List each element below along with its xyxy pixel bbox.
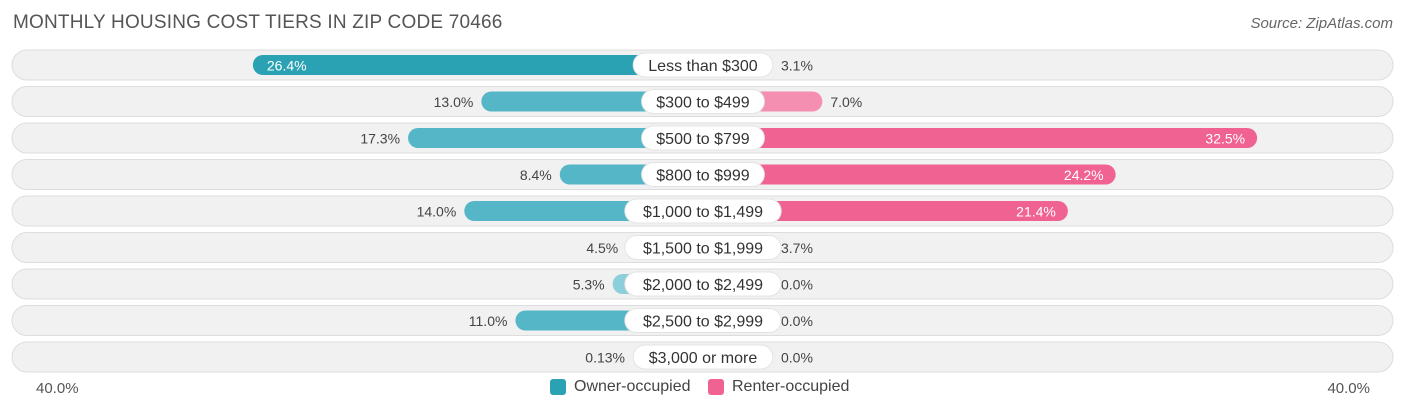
owner-value-label: 8.4%: [520, 167, 552, 183]
category-label-pill: [632, 344, 774, 370]
renter-bar: [703, 128, 1258, 148]
legend-renter: Renter-occupied: [708, 378, 849, 396]
owner-value-label: 17.3%: [360, 131, 400, 147]
renter-bar: [703, 201, 1068, 221]
owner-value-label: 5.3%: [573, 277, 605, 293]
renter-value-label: 21.4%: [1016, 204, 1056, 220]
category-label-pill: [624, 271, 782, 297]
renter-value-label: 3.7%: [781, 240, 813, 256]
category-label: $1,500 to $1,999: [643, 241, 763, 258]
owner-value-label: 4.5%: [586, 240, 618, 256]
axis-left-label: 40.0%: [36, 380, 79, 397]
legend-owner: Owner-occupied: [550, 378, 691, 396]
category-label-pill: [624, 198, 782, 224]
category-label-pill: [641, 89, 765, 114]
category-label-pill: [632, 52, 774, 78]
renter-value-label: 3.1%: [781, 58, 813, 74]
legend-renter-label: Renter-occupied: [732, 378, 850, 395]
owner-value-label: 13.0%: [434, 94, 474, 110]
renter-value-label: 0.0%: [781, 313, 813, 329]
renter-value-label: 32.5%: [1205, 131, 1245, 147]
renter-value-label: 24.2%: [1064, 167, 1104, 183]
chart-svg: 26.4% 3.1% Less than $300 13.0% 7.0% $300 to …: [11, 49, 1394, 373]
owner-value-label: 0.13%: [585, 350, 625, 366]
renter-value-label: 0.0%: [781, 277, 813, 293]
owner-bar: [408, 128, 703, 148]
renter-bar: [703, 164, 1116, 185]
category-label: $1,000 to $1,499: [643, 204, 763, 221]
axis-right-label: 40.0%: [1327, 380, 1370, 397]
category-label: $3,000 or more: [649, 350, 758, 367]
source-note: Source: ZipAtlas.com: [1250, 15, 1393, 32]
category-label: $300 to $499: [656, 95, 750, 112]
owner-bar: [252, 55, 703, 75]
owner-value-label: 26.4%: [267, 58, 307, 74]
legend-owner-swatch: [550, 379, 566, 395]
category-label: $2,500 to $2,999: [643, 314, 763, 331]
category-label-pill: [641, 125, 765, 151]
category-label: Less than $300: [648, 58, 758, 75]
renter-value-label: 7.0%: [830, 94, 862, 110]
category-label-pill: [641, 162, 765, 187]
owner-value-label: 11.0%: [469, 313, 508, 329]
legend: Owner-occupied Renter-occupied: [0, 378, 1406, 400]
chart-title: MONTHLY HOUSING COST TIERS IN ZIP CODE 7…: [13, 12, 503, 33]
legend-owner-label: Owner-occupied: [574, 378, 691, 395]
category-label: $2,000 to $2,499: [643, 277, 763, 294]
legend-renter-swatch: [708, 379, 724, 395]
category-label-pill: [624, 308, 782, 333]
category-label-pill: [624, 235, 782, 260]
owner-value-label: 14.0%: [417, 204, 457, 220]
category-label: $500 to $799: [656, 131, 750, 148]
renter-value-label: 0.0%: [781, 350, 813, 366]
category-label: $800 to $999: [656, 168, 750, 185]
